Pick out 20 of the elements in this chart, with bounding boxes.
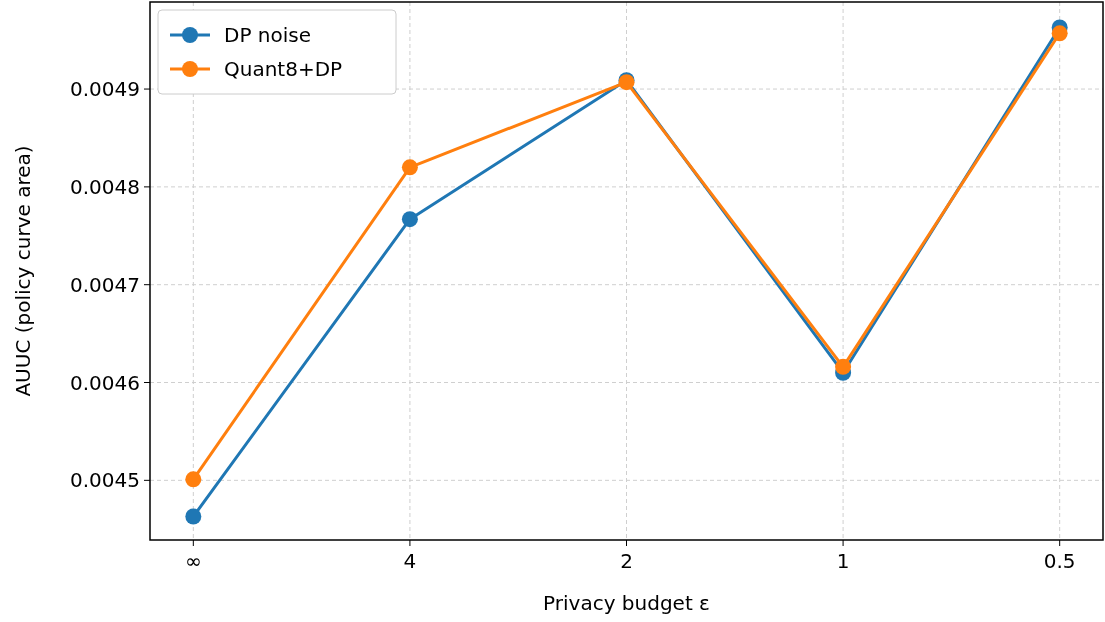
- x-tick-label: 1: [836, 549, 850, 573]
- x-tick-label: ∞: [184, 549, 202, 573]
- point: [1051, 25, 1068, 42]
- y-axis-title: AUUC (policy curve area): [11, 145, 35, 397]
- point: [401, 211, 418, 228]
- point: [835, 358, 852, 375]
- x-tick-label: 0.5: [1043, 549, 1076, 573]
- point: [185, 508, 202, 525]
- x-tick-label: 4: [403, 549, 417, 573]
- legend-label: DP noise: [224, 23, 312, 47]
- y-tick-label: 0.0045: [70, 468, 140, 493]
- y-tick-label: 0.0049: [70, 77, 140, 102]
- point: [185, 471, 202, 488]
- y-tick-label: 0.0047: [70, 272, 140, 297]
- point: [401, 159, 418, 176]
- y-tick-label: 0.0046: [70, 370, 140, 395]
- y-tick-label: 0.0048: [70, 174, 140, 199]
- x-tick-label: 2: [620, 549, 633, 573]
- legend-label: Quant8+DP: [224, 57, 343, 81]
- x-axis-title: Privacy budget ε: [543, 591, 710, 615]
